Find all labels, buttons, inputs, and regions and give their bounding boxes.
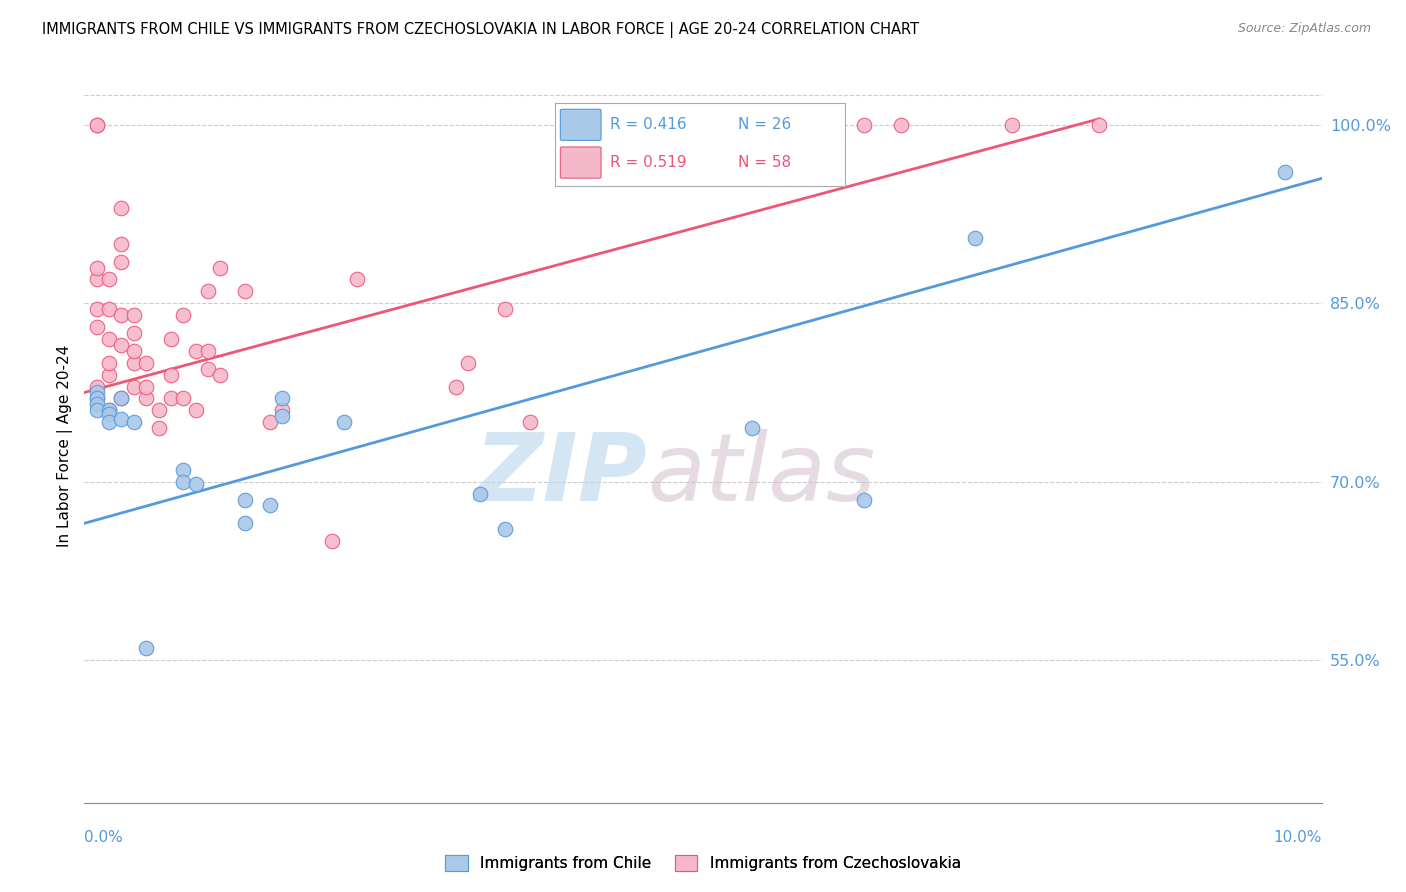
- Point: [86, 118, 108, 132]
- Point: [457, 356, 479, 370]
- Point: [122, 308, 145, 322]
- Point: [1274, 165, 1296, 179]
- FancyBboxPatch shape: [561, 147, 600, 178]
- Point: [271, 409, 294, 424]
- Point: [271, 403, 294, 417]
- Point: [122, 415, 145, 429]
- Point: [86, 118, 108, 132]
- Y-axis label: In Labor Force | Age 20-24: In Labor Force | Age 20-24: [58, 345, 73, 547]
- Text: N = 58: N = 58: [738, 155, 790, 170]
- Point: [209, 260, 232, 275]
- Point: [965, 231, 987, 245]
- Point: [1088, 118, 1111, 132]
- Point: [110, 236, 132, 251]
- Point: [122, 326, 145, 340]
- Text: 10.0%: 10.0%: [1274, 830, 1322, 845]
- Point: [346, 272, 368, 286]
- Point: [259, 499, 281, 513]
- Point: [98, 407, 121, 421]
- Point: [122, 356, 145, 370]
- Point: [233, 516, 256, 531]
- Point: [519, 415, 541, 429]
- Point: [86, 320, 108, 334]
- Point: [470, 486, 492, 500]
- Point: [209, 368, 232, 382]
- Point: [160, 332, 183, 346]
- Point: [754, 118, 776, 132]
- Point: [98, 302, 121, 317]
- Point: [148, 421, 170, 435]
- Text: ZIP: ZIP: [474, 428, 647, 521]
- Point: [86, 302, 108, 317]
- Legend: Immigrants from Chile, Immigrants from Czechoslovakia: Immigrants from Chile, Immigrants from C…: [439, 849, 967, 877]
- Point: [98, 368, 121, 382]
- Point: [135, 379, 157, 393]
- Point: [333, 415, 356, 429]
- Point: [852, 492, 875, 507]
- Point: [110, 308, 132, 322]
- Point: [890, 118, 912, 132]
- Point: [98, 332, 121, 346]
- Point: [98, 356, 121, 370]
- Text: atlas: atlas: [647, 429, 876, 520]
- Point: [184, 343, 207, 358]
- Point: [741, 421, 763, 435]
- Point: [852, 118, 875, 132]
- Point: [110, 338, 132, 352]
- Point: [122, 343, 145, 358]
- Point: [110, 392, 132, 406]
- Point: [135, 641, 157, 656]
- Point: [135, 392, 157, 406]
- Point: [197, 361, 219, 376]
- Point: [172, 308, 194, 322]
- Point: [86, 379, 108, 393]
- Point: [233, 492, 256, 507]
- Point: [444, 379, 467, 393]
- Point: [110, 392, 132, 406]
- Point: [86, 385, 108, 400]
- Point: [98, 272, 121, 286]
- Point: [233, 285, 256, 299]
- Point: [172, 475, 194, 489]
- Point: [110, 254, 132, 268]
- FancyBboxPatch shape: [561, 109, 600, 140]
- Point: [172, 392, 194, 406]
- Point: [110, 201, 132, 215]
- Point: [160, 368, 183, 382]
- Text: R = 0.416: R = 0.416: [610, 118, 686, 132]
- Point: [494, 522, 516, 536]
- Point: [259, 415, 281, 429]
- Text: 0.0%: 0.0%: [84, 830, 124, 845]
- Point: [122, 379, 145, 393]
- Point: [184, 403, 207, 417]
- Text: N = 26: N = 26: [738, 118, 792, 132]
- Point: [86, 392, 108, 406]
- Point: [86, 397, 108, 411]
- Point: [172, 463, 194, 477]
- Point: [666, 118, 689, 132]
- Text: IMMIGRANTS FROM CHILE VS IMMIGRANTS FROM CZECHOSLOVAKIA IN LABOR FORCE | AGE 20-: IMMIGRANTS FROM CHILE VS IMMIGRANTS FROM…: [42, 22, 920, 38]
- Point: [1001, 118, 1024, 132]
- Point: [86, 403, 108, 417]
- Text: Source: ZipAtlas.com: Source: ZipAtlas.com: [1237, 22, 1371, 36]
- Point: [98, 403, 121, 417]
- Point: [98, 403, 121, 417]
- Point: [98, 415, 121, 429]
- Text: R = 0.519: R = 0.519: [610, 155, 686, 170]
- Point: [321, 534, 343, 549]
- Point: [271, 392, 294, 406]
- Point: [148, 403, 170, 417]
- Point: [86, 392, 108, 406]
- Point: [160, 392, 183, 406]
- Point: [197, 285, 219, 299]
- Point: [494, 302, 516, 317]
- Point: [184, 477, 207, 491]
- Point: [86, 272, 108, 286]
- Point: [717, 118, 740, 132]
- Point: [86, 260, 108, 275]
- Point: [135, 356, 157, 370]
- Point: [197, 343, 219, 358]
- Point: [110, 411, 132, 425]
